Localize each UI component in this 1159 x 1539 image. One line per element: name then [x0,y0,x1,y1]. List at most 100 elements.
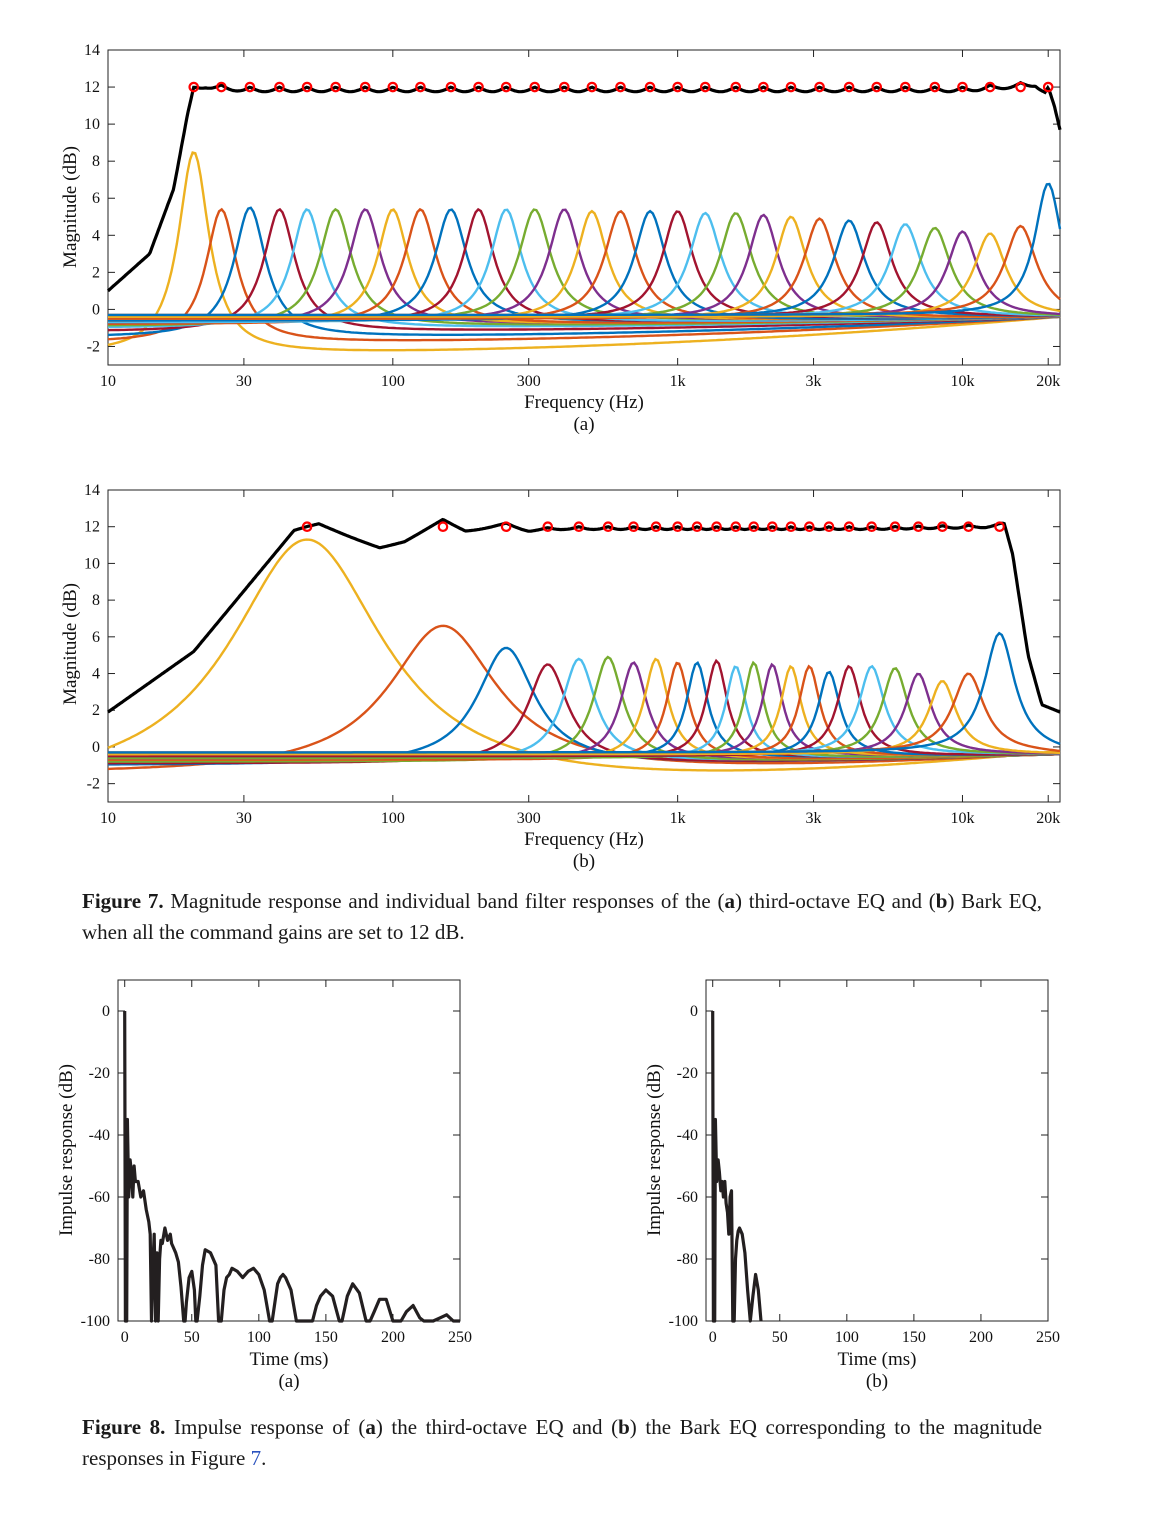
y-axis-label: Impulse response (dB) [56,1064,77,1236]
x-tick-label: 250 [1036,1329,1060,1346]
command-gain-marker [711,521,722,533]
x-tick-label: 150 [902,1329,926,1346]
y-tick-label: 0 [102,1003,110,1020]
x-tick-label: 250 [448,1329,472,1346]
y-tick-label: -2 [87,338,100,355]
subplot-label: (b) [866,1371,888,1392]
total-response-line [106,80,1062,293]
x-tick-label: 20k [1036,373,1060,390]
x-tick-label: 10k [950,810,974,827]
impulse-response-line [711,1010,763,1323]
command-gain-marker [473,81,484,93]
command-gain-markers [188,81,1054,93]
command-gain-marker [889,521,901,533]
command-gain-marker [866,521,877,533]
y-tick-label: -80 [677,1251,698,1268]
y-tick-label: -60 [89,1189,110,1206]
command-gain-marker [529,81,541,93]
command-gain-marker [615,81,626,93]
caption-ref-a: a [724,889,735,913]
y-tick-label: 0 [92,739,100,756]
command-gain-marker [586,81,598,93]
caption-text: Magnitude response and individual band f… [163,889,725,913]
command-gain-marker [330,81,341,93]
command-gain-marker [843,521,855,533]
x-tick-label: 30 [236,810,252,827]
x-tick-label: 100 [381,810,405,827]
command-gain-marker [650,521,662,533]
band-filter-curve [108,663,1061,765]
figure-reference-link[interactable]: 7 [250,1446,262,1470]
y-ticks: -2 0 2 4 6 8 10 12 14 [84,42,1060,355]
y-axis-label: Magnitude (dB) [60,146,81,268]
x-tick-label: 300 [517,373,541,390]
band-filter-curve [108,680,1060,756]
x-tick-label: 3k [806,810,822,827]
caption-text: ) Bark EQ, when all the command gains ar… [82,889,1042,944]
impulse-response-curve [123,1010,460,1323]
x-tick-label: 300 [517,810,541,827]
command-gain-marker [500,521,512,533]
figure-7-caption: Figure 7. Magnitude response and individ… [82,886,1042,948]
command-gain-marker [699,81,711,93]
command-gain-marker [748,521,760,533]
y-tick-label: 6 [92,190,100,207]
command-gain-marker [602,521,614,533]
y-tick-label: 2 [92,702,100,719]
y-axis-label: Magnitude (dB) [60,583,81,705]
y-tick-label: -60 [677,1189,698,1206]
y-ticks: -100 -80 -60 -40 -20 0 [81,1003,460,1330]
y-tick-label: -20 [677,1065,698,1082]
command-gain-marker [937,521,948,533]
x-tick-label: 3k [806,373,822,390]
y-tick-label: 14 [84,482,100,499]
plot-frame [107,49,1061,366]
command-gain-marker [301,81,313,93]
x-tick-label: 200 [969,1329,993,1346]
command-gain-marker [437,521,449,533]
figure-8-caption: Figure 8. Impulse response of (a) the th… [82,1412,1042,1474]
impulse-response-line [123,1010,460,1323]
command-gain-marker [843,81,855,93]
y-tick-label: 0 [690,1003,698,1020]
command-gain-marker [672,81,683,93]
x-tick-label: 1k [670,373,686,390]
command-gain-marker [445,81,457,93]
band-filter-curve [107,151,1061,352]
command-gain-marker [730,521,742,533]
x-tick-label: 10 [100,810,116,827]
x-tick-label: 200 [381,1329,405,1346]
y-tick-label: -20 [89,1065,110,1082]
caption-text: . [261,1446,267,1470]
x-tick-label: 30 [236,373,252,390]
y-tick-label: -100 [669,1313,698,1330]
command-gain-marker [957,81,968,93]
total-response-line [107,517,1061,714]
y-ticks: -100 -80 -60 -40 -20 0 [669,1003,1048,1330]
x-tick-label: 150 [314,1329,338,1346]
command-gain-marker [785,81,797,93]
x-axis-label: Time (ms) [837,1349,916,1370]
command-gain-marker [871,81,883,93]
x-tick-label: 100 [247,1329,271,1346]
y-tick-label: -100 [81,1313,110,1330]
caption-ref-b: b [618,1415,630,1439]
y-tick-label: 14 [84,42,100,59]
band-filter-curve [108,660,1061,760]
command-gain-marker [691,521,703,533]
command-gain-marker [542,521,554,533]
plot-frame [117,979,461,1322]
command-gain-marker [823,521,835,533]
command-gain-marker [984,81,996,93]
caption-ref-b: b [935,889,948,913]
command-gain-marker [804,521,815,533]
y-tick-label: 4 [92,227,100,244]
x-tick-label: 50 [772,1329,788,1346]
chart-8b: 0 50 100 150 200 250 -100 -80 -60 -40 -20 0 Impuls… [644,979,1060,1392]
chart-7b: 10 30 100 300 1k 3k 10k 20k -2 0 2 4 6 8 10 12 14 Magni… [60,482,1061,872]
y-tick-label: 10 [84,555,100,572]
band-filter-curve [108,182,1062,317]
x-tick-label: 0 [709,1329,717,1346]
x-axis-label: Frequency (Hz) [524,392,644,413]
command-gain-marker [216,81,227,93]
